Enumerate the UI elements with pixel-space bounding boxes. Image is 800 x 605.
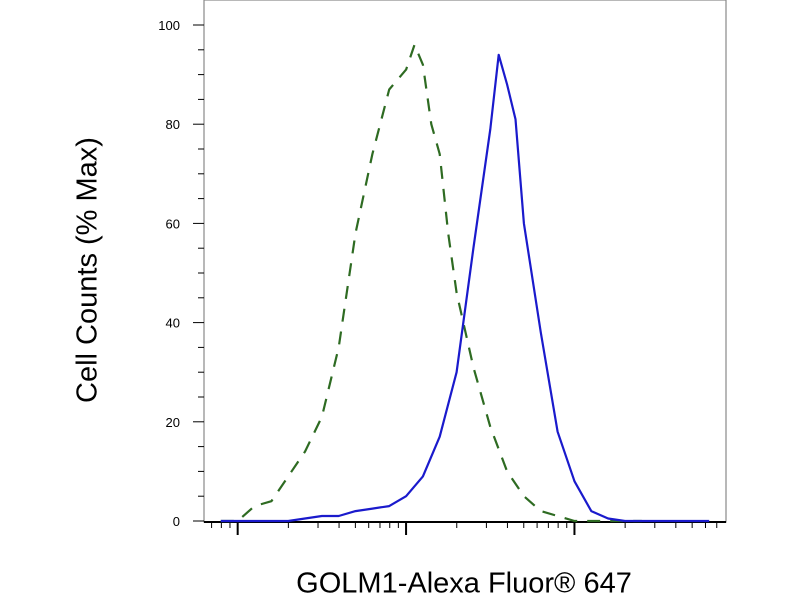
y-axis: 0 20 40 60 80 100 xyxy=(158,18,204,529)
isotype-control-curve xyxy=(220,43,642,523)
y-tick-label: 0 xyxy=(173,514,180,529)
y-tick-label: 20 xyxy=(166,415,180,430)
y-tick-label: 100 xyxy=(158,18,180,33)
y-tick-label: 60 xyxy=(166,216,180,231)
y-tick-label: 40 xyxy=(166,316,180,331)
y-axis-label: Cell Counts (% Max) xyxy=(71,137,104,403)
y-tick-label: 80 xyxy=(166,117,180,132)
golm1-stained-curve xyxy=(220,53,710,523)
plot-frame xyxy=(203,0,727,523)
x-axis-label: GOLM1-Alexa Fluor® 647 xyxy=(296,567,632,600)
series-layer xyxy=(220,43,710,523)
x-axis xyxy=(204,521,726,535)
